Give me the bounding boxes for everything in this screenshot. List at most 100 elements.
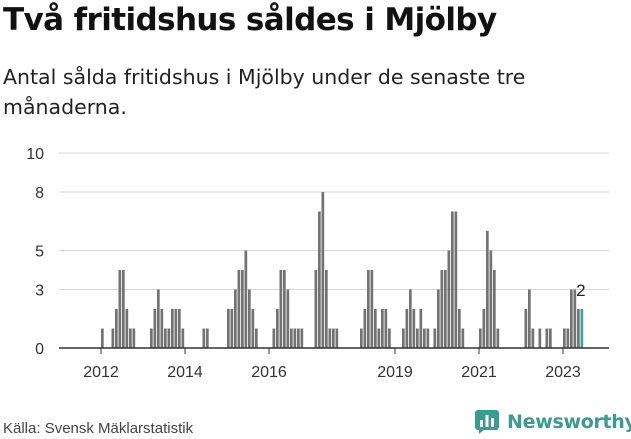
bar <box>181 328 185 348</box>
bar <box>486 231 489 348</box>
bar <box>325 270 328 348</box>
bar <box>234 289 237 348</box>
bar <box>279 270 283 348</box>
bar <box>426 328 430 348</box>
x-tick-label: 2021 <box>461 364 497 381</box>
newsworthy-logo[interactable]: Newsworthy <box>474 406 631 438</box>
gridlines <box>59 152 609 290</box>
bar <box>570 289 573 348</box>
bar <box>244 250 248 348</box>
bar <box>230 309 234 348</box>
bar <box>202 328 206 348</box>
y-tick-label: 3 <box>35 283 44 300</box>
bar <box>300 328 304 348</box>
bar <box>115 309 118 348</box>
bar <box>360 328 363 348</box>
bar <box>227 309 230 348</box>
bar <box>118 270 122 348</box>
bar <box>493 270 496 348</box>
bar <box>433 328 437 348</box>
bar <box>241 270 244 348</box>
bar <box>367 270 370 348</box>
bar <box>423 328 426 348</box>
bar <box>482 309 486 348</box>
bar <box>384 309 388 348</box>
bar <box>381 309 384 348</box>
bar <box>297 328 300 348</box>
bar <box>479 328 482 348</box>
latest-value-label: 2 <box>576 281 585 300</box>
bar-latest <box>580 309 584 348</box>
bar <box>447 250 451 348</box>
y-tick-label: 5 <box>35 244 44 261</box>
bar <box>122 270 125 348</box>
bar <box>416 328 419 348</box>
bar <box>405 309 409 348</box>
x-tick-label: 2023 <box>545 364 581 381</box>
y-tick-label: 8 <box>35 185 44 202</box>
bar <box>150 328 153 348</box>
bar <box>451 211 454 348</box>
bar <box>321 192 325 348</box>
bar <box>531 328 535 348</box>
bar <box>409 289 412 348</box>
bar <box>538 328 542 348</box>
bar <box>129 328 132 348</box>
bar <box>370 270 374 348</box>
bar <box>454 211 458 348</box>
bar <box>290 328 293 348</box>
bar <box>132 328 136 348</box>
bar <box>174 309 178 348</box>
x-axis-labels: 2012 2014 2016 2019 2021 2023 <box>83 348 581 381</box>
bar <box>111 328 115 348</box>
bar <box>276 309 279 348</box>
bar <box>248 289 251 348</box>
bar <box>101 328 104 348</box>
bar <box>171 309 174 348</box>
bar <box>255 328 258 348</box>
bar <box>458 309 461 348</box>
bar <box>164 328 167 348</box>
annotations: 2 <box>576 281 585 300</box>
y-tick-label: 0 <box>35 341 44 358</box>
bar <box>293 328 297 348</box>
bar <box>524 309 528 348</box>
bar <box>496 328 500 348</box>
bar <box>160 309 164 348</box>
bar <box>335 328 339 348</box>
bar <box>563 328 566 348</box>
source-note: Källa: Svensk Mäklarstatistik <box>3 420 194 437</box>
bar <box>566 328 570 348</box>
y-tick-label: 10 <box>26 146 44 163</box>
bar <box>489 250 493 348</box>
bars <box>101 192 584 348</box>
brand-name: Newsworthy <box>507 411 631 433</box>
x-tick-label: 2019 <box>377 364 413 381</box>
bar <box>125 309 129 348</box>
bar-chart-bubble-icon <box>475 410 499 434</box>
bar <box>388 328 391 348</box>
bar <box>251 309 255 348</box>
bar <box>577 309 580 348</box>
x-tick-label: 2012 <box>83 364 119 381</box>
bar <box>237 270 241 348</box>
bar <box>318 211 321 348</box>
bar <box>374 309 377 348</box>
bar <box>272 328 276 348</box>
bar <box>444 270 447 348</box>
chart-title: Två fritidshus såldes i Mjölby <box>3 2 497 38</box>
bar <box>402 328 405 348</box>
bar <box>461 328 465 348</box>
bar <box>363 309 367 348</box>
bar-chart: 0 3 5 8 10 2012 2014 2016 2019 2021 2023 2 <box>26 146 609 381</box>
bar <box>314 270 318 348</box>
bar <box>412 309 416 348</box>
bar <box>178 309 181 348</box>
y-axis-labels: 0 3 5 8 10 <box>26 146 44 358</box>
bar <box>545 328 549 348</box>
bar <box>328 328 332 348</box>
bar <box>377 328 381 348</box>
bar <box>549 328 552 348</box>
bar <box>167 328 171 348</box>
bar <box>437 289 440 348</box>
